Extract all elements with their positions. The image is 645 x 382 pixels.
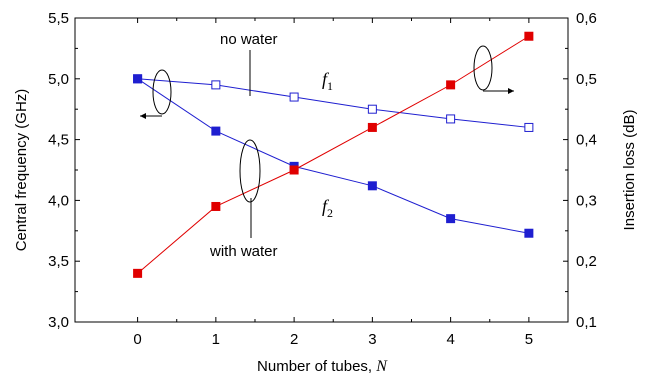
y-left-tick-label: 4,5 (48, 132, 69, 149)
left-y-axis-title: Central frequency (GHz) (13, 89, 30, 252)
y-left-tick-label: 4,0 (48, 192, 69, 209)
series-2-point (211, 201, 221, 211)
right-arrowhead (508, 88, 514, 94)
f2-label: f2 (322, 196, 333, 220)
left-callout-ellipse (152, 69, 172, 115)
with-water-label: with water (209, 243, 278, 260)
plot-frame (74, 17, 569, 323)
y-right-tick-label: 0,6 (576, 10, 597, 27)
series-2-point (367, 122, 377, 132)
y-left-tick-label: 5,0 (48, 71, 69, 88)
series-2-point (289, 165, 299, 175)
series-2-point (133, 268, 143, 278)
series-0-point (289, 92, 299, 102)
no-water-label: no water (220, 31, 278, 48)
x-tick-label: 3 (368, 331, 376, 348)
y-right-tick-label: 0,4 (576, 132, 597, 149)
series-line-1 (137, 78, 529, 234)
series-1-point (446, 214, 456, 224)
right-callout-ellipse (473, 45, 493, 91)
f1-label: f1 (322, 69, 333, 93)
series-0-point (367, 104, 377, 114)
series-1-point (524, 228, 534, 238)
series-1-point (133, 74, 143, 84)
x-axis-title: Number of tubes, N (257, 358, 388, 375)
series-layer (133, 31, 534, 278)
x-axis-ticks: 0 1 2 3 4 5 (133, 18, 533, 348)
series-1-point (211, 126, 221, 136)
y-right-tick-label: 0,5 (576, 71, 597, 88)
y-right-tick-label: 0,3 (576, 192, 597, 209)
series-2-point (446, 80, 456, 90)
series-0-point (446, 114, 456, 124)
left-y-axis-ticks: 3,0 3,5 4,0 4,5 5,0 5,5 (48, 10, 80, 331)
series-0-point (211, 80, 221, 90)
x-tick-label: 2 (290, 331, 298, 348)
plot-border (74, 17, 569, 323)
y-left-tick-label: 5,5 (48, 10, 69, 27)
y-right-tick-label: 0,1 (576, 314, 597, 331)
series-line-2 (137, 35, 530, 274)
x-tick-label: 5 (525, 331, 533, 348)
series-1-point (367, 181, 377, 191)
series-line-0 (137, 78, 529, 128)
y-left-tick-label: 3,0 (48, 314, 69, 331)
y-right-tick-label: 0,2 (576, 253, 597, 270)
y-left-tick-label: 3,5 (48, 253, 69, 270)
right-y-axis-ticks: 0,1 0,2 0,3 0,4 0,5 0,6 (563, 10, 597, 331)
right-y-axis-title: Insertion loss (dB) (621, 110, 638, 231)
series-0-point (524, 122, 534, 132)
series-2-point (524, 31, 534, 41)
x-tick-label: 1 (212, 331, 220, 348)
middle-callout-ellipse (239, 139, 261, 203)
left-arrowhead (140, 113, 146, 119)
annotation-layer: no water with water f1 f2 (140, 31, 514, 260)
x-tick-label: 4 (446, 331, 454, 348)
x-tick-label: 0 (133, 331, 141, 348)
